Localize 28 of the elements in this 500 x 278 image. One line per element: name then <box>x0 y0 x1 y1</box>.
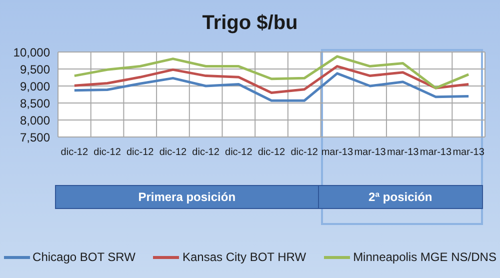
chart-title: Trigo $/bu <box>201 12 299 35</box>
x-tick-label: mar-13 <box>354 147 386 158</box>
legend-label: Kansas City BOT HRW <box>182 250 306 264</box>
x-tick-label: dic-12 <box>94 147 122 158</box>
x-tick-label: mar-13 <box>387 147 420 158</box>
y-tick-label: 10,000 <box>13 45 50 60</box>
y-tick-label: 8,500 <box>20 96 50 110</box>
text: 2ª posición <box>318 185 483 209</box>
legend-label: Chicago BOT SRW <box>32 250 136 264</box>
x-tick-label: mar-13 <box>420 147 452 158</box>
x-tick-label: dic-12 <box>290 147 318 158</box>
y-tick-label: 9,000 <box>20 79 50 94</box>
x-tick-label: dic-12 <box>159 147 188 158</box>
legend-label: Minneapolis MGE NS/DNS <box>353 250 496 264</box>
x-tick-label: dic-12 <box>258 147 286 158</box>
x-tick-label: dic-12 <box>225 147 253 158</box>
y-tick-label: 9,500 <box>20 62 50 76</box>
line-series <box>73 65 470 94</box>
y-tick-label: 8,000 <box>20 113 50 128</box>
line-series <box>73 72 470 102</box>
x-tick-label: mar-13 <box>321 147 354 158</box>
x-tick-label: dic-12 <box>60 147 88 158</box>
text: Primera posición <box>55 185 319 209</box>
x-tick-label: mar-13 <box>452 147 485 158</box>
x-tick-label: dic-12 <box>126 147 154 158</box>
line-series <box>73 55 470 90</box>
x-tick-label: dic-12 <box>192 147 220 158</box>
y-tick-label: 7,500 <box>20 130 50 144</box>
